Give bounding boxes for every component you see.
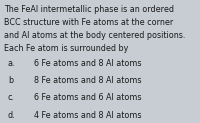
Text: c.: c. [8, 93, 15, 102]
Text: 4 Fe atoms and 8 Al atoms: 4 Fe atoms and 8 Al atoms [34, 111, 142, 120]
Text: d.: d. [8, 111, 16, 120]
Text: 8 Fe atoms and 8 Al atoms: 8 Fe atoms and 8 Al atoms [34, 76, 142, 85]
Text: Each Fe atom is surrounded by: Each Fe atom is surrounded by [4, 44, 128, 53]
Text: a.: a. [8, 59, 16, 68]
Text: and Al atoms at the body centered positions.: and Al atoms at the body centered positi… [4, 31, 185, 40]
Text: BCC structure with Fe atoms at the corner: BCC structure with Fe atoms at the corne… [4, 18, 173, 27]
Text: b: b [8, 76, 13, 85]
Text: The FeAl intermetallic phase is an ordered: The FeAl intermetallic phase is an order… [4, 5, 174, 14]
Text: 6 Fe atoms and 6 Al atoms: 6 Fe atoms and 6 Al atoms [34, 93, 142, 102]
Text: 6 Fe atoms and 8 Al atoms: 6 Fe atoms and 8 Al atoms [34, 59, 142, 68]
